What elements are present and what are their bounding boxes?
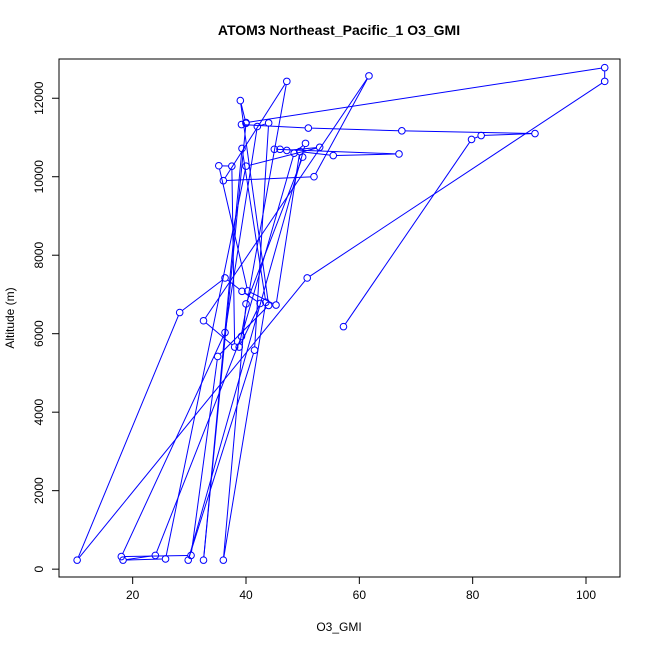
data-point: [330, 152, 337, 159]
data-point: [399, 128, 406, 135]
data-point: [284, 147, 291, 154]
y-axis-label: Altitude (m): [3, 287, 17, 348]
data-point: [302, 140, 309, 147]
data-point: [229, 163, 236, 170]
series-segment: [189, 147, 305, 557]
data-point: [601, 78, 608, 85]
y-tick-label: 12000: [32, 81, 46, 115]
y-tick-label: 2000: [32, 477, 46, 504]
data-point: [251, 347, 258, 354]
series-segment: [79, 281, 305, 558]
series-segment: [125, 555, 188, 556]
series-segment: [475, 137, 479, 138]
data-point: [468, 136, 475, 143]
series-segment: [310, 83, 602, 276]
series-segment: [247, 160, 301, 301]
data-point: [243, 301, 250, 308]
data-point: [601, 64, 608, 71]
data-point: [366, 73, 373, 80]
series-segment: [78, 316, 178, 558]
x-tick-label: 20: [126, 588, 140, 602]
series-segment: [337, 154, 396, 155]
data-point: [216, 162, 223, 169]
x-axis: 20 40 60 80 100: [126, 577, 596, 602]
data-point: [273, 302, 280, 309]
data-point: [265, 120, 272, 127]
chart-title: ATOM3 Northeast_Pacific_1 O3_GMI: [218, 22, 460, 38]
data-point: [254, 123, 261, 130]
y-tick-label: 6000: [32, 320, 46, 347]
series-points: [74, 64, 608, 563]
series-segment: [316, 79, 368, 174]
data-point: [305, 125, 312, 132]
data-point: [152, 552, 159, 559]
data-point: [74, 557, 81, 564]
data-point: [340, 323, 347, 330]
data-point: [532, 130, 539, 137]
y-tick-label: 8000: [32, 242, 46, 269]
series-segment: [303, 152, 330, 155]
series-segment: [255, 126, 269, 347]
y-tick-label: 4000: [32, 399, 46, 426]
series-segment: [405, 131, 532, 134]
data-point: [243, 163, 250, 170]
data-point: [220, 557, 227, 564]
data-point: [200, 557, 207, 564]
data-point: [284, 78, 291, 85]
data-point: [162, 556, 169, 563]
x-axis-label: O3_GMI: [316, 620, 361, 634]
series-path: [78, 68, 604, 560]
series-segment: [249, 68, 601, 122]
x-tick-label: 100: [576, 588, 596, 602]
y-axis: 0 2000 4000 6000 8000 10000 12000: [32, 81, 59, 572]
data-point: [311, 173, 318, 180]
data-point: [396, 151, 403, 158]
series-segment: [204, 152, 242, 557]
x-tick-label: 80: [466, 588, 480, 602]
data-point: [214, 353, 221, 360]
data-point: [176, 309, 183, 316]
series-segment: [182, 280, 222, 311]
series-segment: [312, 128, 399, 131]
y-tick-label: 0: [32, 565, 46, 572]
data-point: [478, 132, 485, 139]
series-segment: [224, 307, 246, 557]
data-point: [200, 317, 207, 324]
data-point: [220, 177, 227, 184]
x-tick-label: 60: [353, 588, 367, 602]
y-tick-label: 10000: [32, 160, 46, 194]
series-segment: [345, 142, 469, 324]
data-point: [304, 275, 311, 282]
data-point: [237, 97, 244, 104]
series-segment: [157, 340, 241, 553]
x-tick-label: 40: [239, 588, 253, 602]
